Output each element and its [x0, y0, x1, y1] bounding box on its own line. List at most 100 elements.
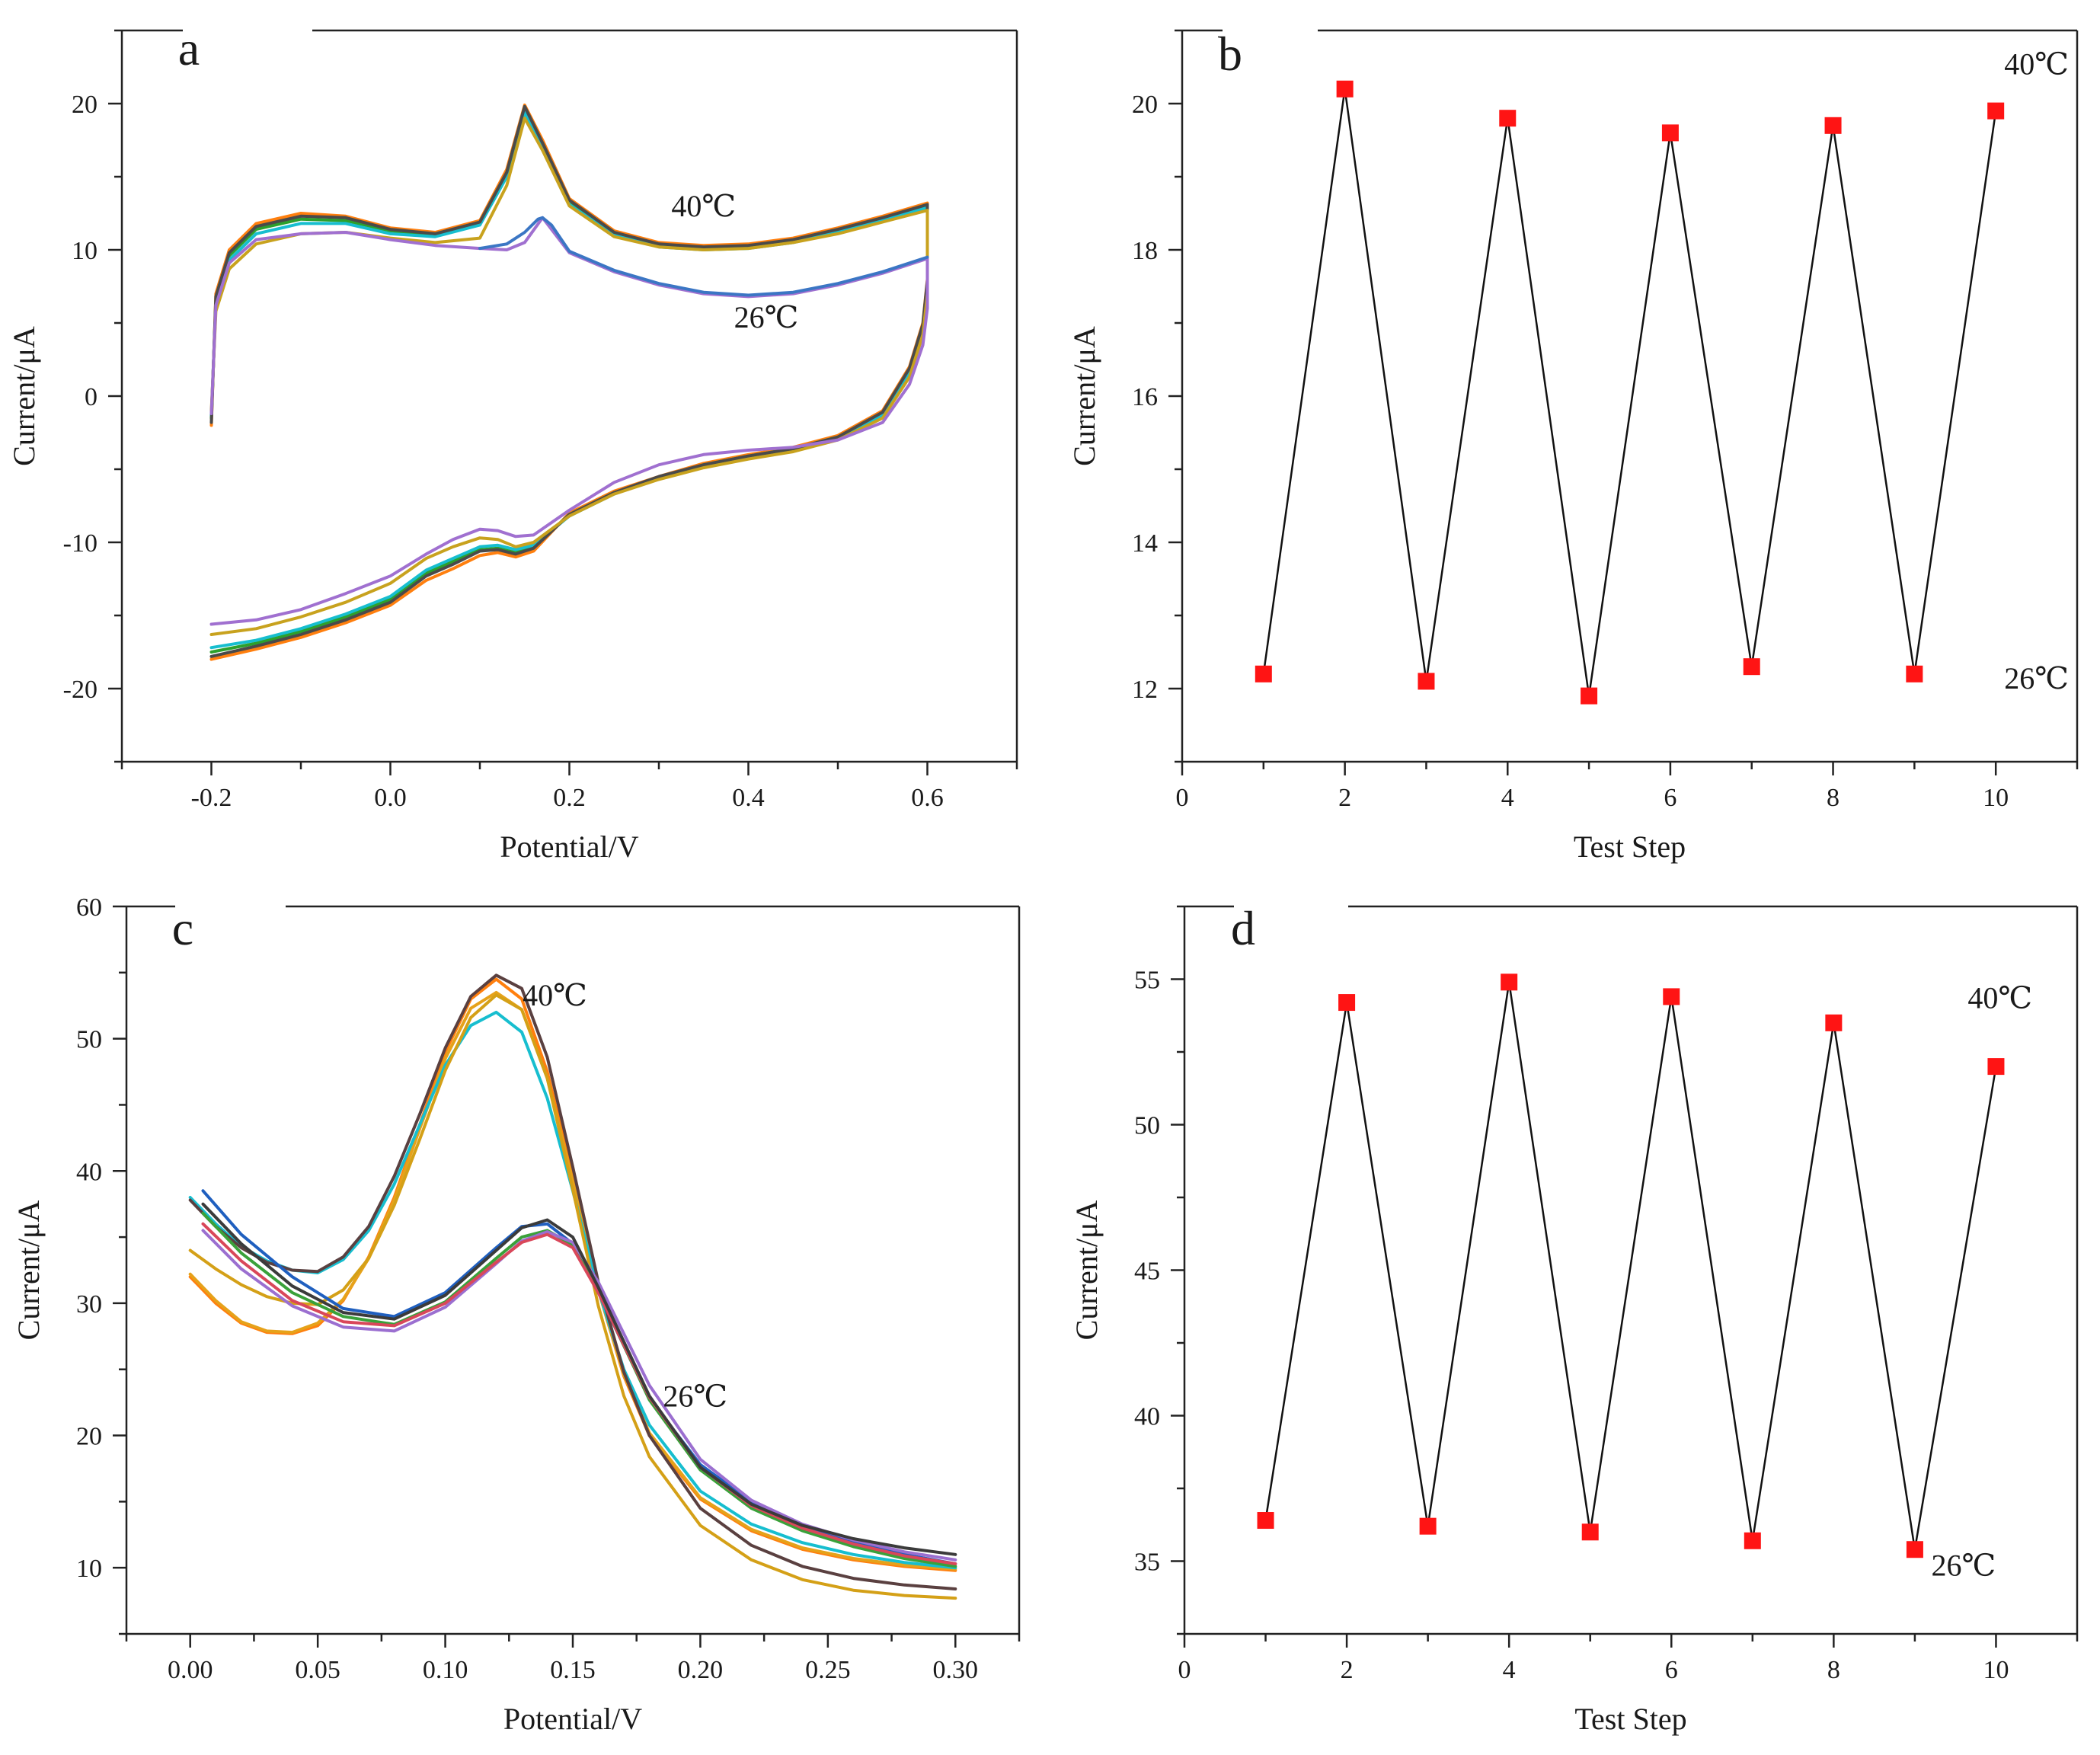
data-point — [1987, 102, 2005, 120]
data-point — [1825, 1014, 1843, 1031]
x-tick-label: 0.2 — [553, 784, 586, 812]
x-tick-label: 4 — [1503, 1656, 1516, 1684]
x-axis-label: Test Step — [1574, 830, 1686, 864]
y-tick-label: 20 — [1132, 91, 1158, 119]
data-point — [1906, 1541, 1923, 1558]
data-point — [1501, 973, 1518, 991]
series-line-9 — [201, 1222, 957, 1565]
x-tick-label: 0.15 — [550, 1656, 596, 1684]
y-tick-label: 50 — [1134, 1112, 1160, 1140]
y-tick-label: 18 — [1132, 237, 1158, 265]
x-axis-label: Potential/V — [503, 1702, 642, 1736]
x-tick-label: 0 — [1176, 784, 1189, 812]
temperature-annotation: 40℃ — [523, 978, 587, 1012]
x-tick-label: 6 — [1665, 1656, 1678, 1684]
data-point — [1499, 110, 1517, 127]
x-tick-label: 0.25 — [805, 1656, 851, 1684]
data-point — [1744, 1532, 1761, 1549]
series-line-10 — [201, 1202, 957, 1556]
y-tick-label: 50 — [76, 1026, 102, 1054]
series-line-6 — [209, 216, 929, 626]
series-line-5 — [188, 993, 957, 1600]
y-axis-label: Current/μA — [7, 326, 41, 466]
x-tick-label: 0.00 — [168, 1656, 213, 1684]
panel-a: -0.2 0.0 0.2 0.4 0.6 -20 -10 0 10 20 Potential/V Cu… — [7, 21, 1018, 864]
x-tick-label: 0.0 — [374, 784, 407, 812]
data-point — [1661, 124, 1679, 142]
y-tick-label: 20 — [72, 91, 97, 119]
y-tick-label: 35 — [1134, 1549, 1160, 1577]
x-tick-label: 2 — [1338, 784, 1351, 812]
x-axis-label: Potential/V — [500, 830, 638, 864]
series-line-3 — [188, 1010, 957, 1570]
y-tick-label: 40 — [1134, 1403, 1160, 1431]
data-point — [1906, 665, 1923, 682]
data-point — [1743, 658, 1760, 676]
temperature-annotation: 40℃ — [2004, 47, 2069, 82]
y-tick-label: 55 — [1134, 967, 1160, 995]
plot-frame — [120, 29, 1018, 763]
x-tick-label: 0 — [1178, 1656, 1191, 1684]
x-tick-label: 2 — [1341, 1656, 1354, 1684]
panel-letter: c — [172, 901, 193, 955]
y-tick-label: 60 — [76, 893, 102, 922]
temperature-annotation: 40℃ — [1967, 981, 2032, 1015]
y-tick-label: 30 — [76, 1290, 102, 1319]
x-tick-label: 8 — [1827, 784, 1839, 812]
series-line-1 — [1262, 88, 1997, 697]
data-point — [1257, 1512, 1274, 1530]
series-line-8 — [201, 1229, 957, 1562]
x-tick-label: 0.20 — [678, 1656, 724, 1684]
x-tick-label: 6 — [1664, 784, 1676, 812]
y-axis-label: Current/μA — [11, 1200, 46, 1341]
panel-letter: a — [178, 21, 200, 75]
series-line-1 — [209, 103, 929, 661]
y-tick-label: 45 — [1134, 1258, 1160, 1286]
x-tick-label: 0.10 — [423, 1656, 468, 1684]
data-point — [1663, 988, 1680, 1005]
data-point — [1824, 117, 1842, 134]
panel-letter: b — [1218, 27, 1242, 81]
series-line-2 — [209, 107, 929, 654]
y-tick-label: 0 — [85, 383, 97, 411]
data-point — [1338, 994, 1356, 1012]
data-point — [1581, 1523, 1599, 1541]
x-tick-label: 10 — [1983, 1656, 2009, 1684]
x-tick-label: 10 — [1983, 784, 2009, 812]
y-axis-label: Current/μA — [1067, 326, 1101, 466]
y-tick-label: -10 — [63, 529, 97, 558]
temperature-annotation: 26℃ — [1931, 1549, 1996, 1583]
series-line-1 — [188, 977, 957, 1572]
temperature-annotation: 26℃ — [734, 300, 799, 334]
x-tick-label: 0.30 — [933, 1656, 979, 1684]
panel-d: 0 2 4 6 8 10 35 40 45 50 55 Test Step Current/μA d 40℃… — [1069, 901, 2079, 1736]
data-point — [1255, 665, 1272, 682]
plot-frame — [125, 905, 1021, 1635]
x-tick-label: 0.4 — [732, 784, 765, 812]
x-tick-label: -0.2 — [191, 784, 232, 812]
plot-frame — [1183, 905, 2079, 1635]
y-tick-label: 14 — [1132, 529, 1158, 558]
y-tick-label: 16 — [1132, 383, 1158, 411]
y-tick-label: 10 — [72, 237, 97, 265]
series-line-4 — [209, 104, 929, 658]
data-point — [1336, 80, 1354, 98]
series-line-4 — [188, 973, 957, 1590]
plot-frame — [1181, 29, 2079, 763]
series-line-7 — [478, 216, 929, 297]
panel-letter: d — [1231, 901, 1255, 955]
temperature-annotation: 26℃ — [2004, 661, 2069, 695]
series-line-3 — [209, 110, 929, 650]
x-tick-label: 0.05 — [295, 1656, 340, 1684]
panel-b: 0 2 4 6 8 10 12 14 16 18 20 Test Step Current/μA b 40℃… — [1067, 27, 2079, 864]
y-tick-label: 10 — [76, 1555, 102, 1583]
panel-c: 0.00 0.05 0.10 0.15 0.20 0.25 0.30 10 20 30 40 50 60… — [11, 893, 1021, 1736]
series-line-2 — [188, 990, 957, 1571]
x-tick-label: 4 — [1501, 784, 1514, 812]
x-tick-label: 0.6 — [911, 784, 944, 812]
y-tick-label: 12 — [1132, 676, 1158, 704]
x-axis-label: Test Step — [1574, 1702, 1686, 1736]
temperature-annotation: 26℃ — [663, 1379, 727, 1413]
data-point — [1987, 1058, 2005, 1076]
